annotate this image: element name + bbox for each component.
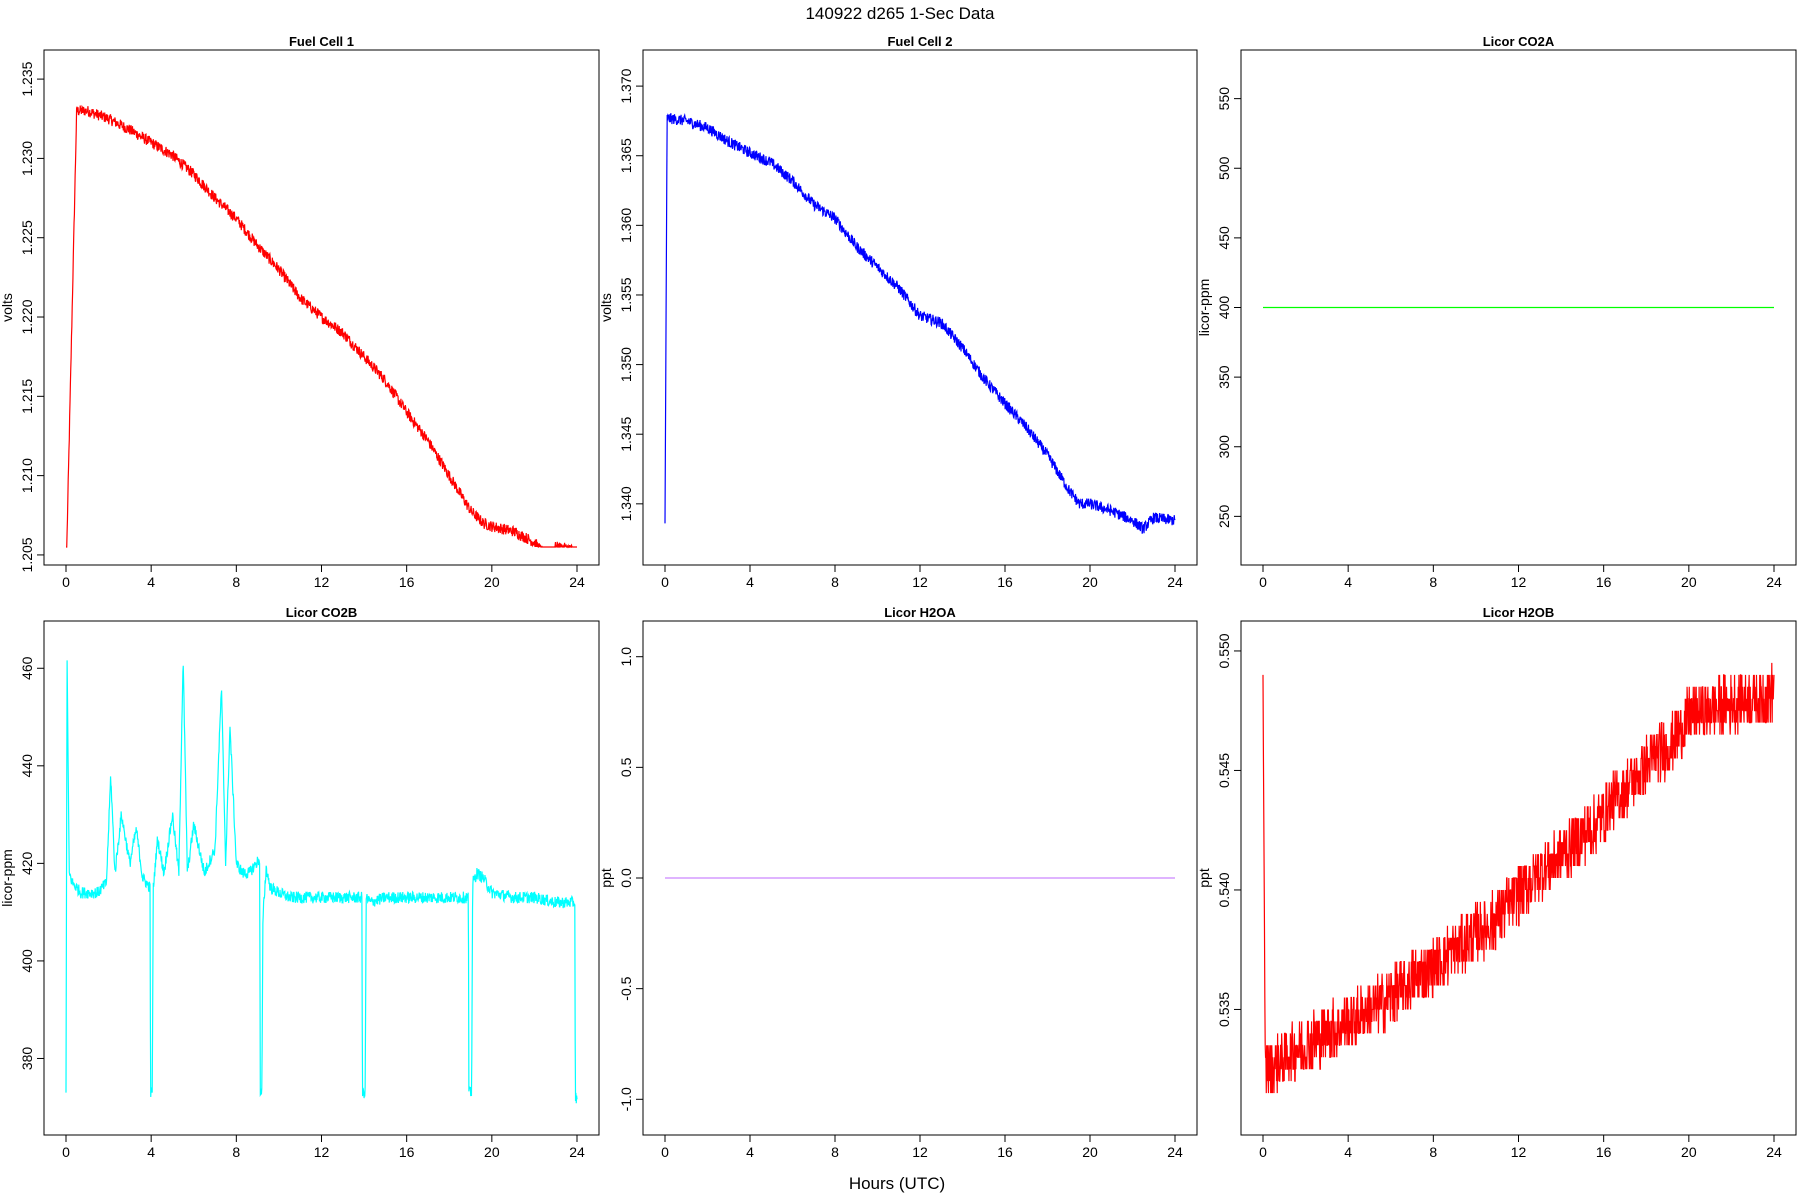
x-tick-label: 16 — [997, 1144, 1013, 1160]
x-tick-label: 16 — [1596, 574, 1612, 590]
y-tick-label: 450 — [1216, 226, 1232, 250]
y-tick-label: 1.350 — [618, 347, 634, 382]
y-tick-label: 0.540 — [1216, 872, 1232, 907]
y-tick-label: 420 — [19, 851, 35, 875]
panel-title: Licor CO2B — [286, 605, 358, 620]
x-tick-label: 4 — [1344, 574, 1352, 590]
y-axis-label: volts — [0, 293, 15, 322]
x-tick-label: 8 — [831, 574, 839, 590]
panel-title: Fuel Cell 1 — [289, 34, 354, 49]
y-tick-label: 1.340 — [618, 486, 634, 521]
x-tick-label: 12 — [912, 1144, 928, 1160]
y-tick-label: -0.5 — [618, 976, 634, 1000]
y-axis-label: licor-ppm — [0, 849, 15, 907]
x-tick-label: 0 — [62, 574, 70, 590]
y-tick-label: 0.535 — [1216, 992, 1232, 1027]
y-tick-label: 400 — [19, 949, 35, 973]
x-tick-label: 4 — [147, 574, 155, 590]
x-tick-label: 8 — [232, 1144, 240, 1160]
panel-title: Licor H2OA — [884, 605, 956, 620]
global-x-axis-label: Hours (UTC) — [849, 1174, 945, 1193]
y-tick-label: 440 — [19, 754, 35, 778]
y-tick-label: -1.0 — [618, 1087, 634, 1111]
page-title: 140922 d265 1-Sec Data — [805, 4, 995, 23]
x-tick-label: 20 — [484, 1144, 500, 1160]
y-tick-label: 550 — [1216, 87, 1232, 111]
y-tick-label: 500 — [1216, 156, 1232, 180]
x-tick-label: 24 — [569, 1144, 585, 1160]
panel-title: Fuel Cell 2 — [887, 34, 952, 49]
x-tick-label: 4 — [147, 1144, 155, 1160]
x-tick-label: 20 — [1082, 1144, 1098, 1160]
y-tick-label: 250 — [1216, 504, 1232, 528]
panel-title: Licor CO2A — [1483, 34, 1555, 49]
y-tick-label: 1.235 — [19, 61, 35, 96]
x-tick-label: 16 — [399, 574, 415, 590]
x-tick-label: 12 — [314, 574, 330, 590]
x-tick-label: 24 — [1766, 1144, 1782, 1160]
y-axis-label: volts — [598, 293, 614, 322]
y-tick-label: 0.0 — [618, 868, 634, 888]
y-tick-label: 1.210 — [19, 458, 35, 493]
x-tick-label: 24 — [1167, 574, 1183, 590]
x-tick-label: 24 — [1766, 574, 1782, 590]
y-tick-label: 1.230 — [19, 141, 35, 176]
x-tick-label: 12 — [314, 1144, 330, 1160]
y-tick-label: 1.345 — [618, 416, 634, 451]
x-tick-label: 20 — [1082, 574, 1098, 590]
panel-title: Licor H2OB — [1483, 605, 1555, 620]
x-tick-label: 16 — [399, 1144, 415, 1160]
y-tick-label: 300 — [1216, 435, 1232, 459]
y-tick-label: 0.545 — [1216, 753, 1232, 788]
x-tick-label: 0 — [62, 1144, 70, 1160]
y-tick-label: 1.0 — [618, 647, 634, 667]
y-tick-label: 380 — [19, 1047, 35, 1071]
y-tick-label: 1.215 — [19, 379, 35, 414]
x-tick-label: 0 — [661, 1144, 669, 1160]
x-tick-label: 4 — [746, 574, 754, 590]
y-axis-label: ppt — [598, 868, 614, 888]
x-tick-label: 12 — [1511, 1144, 1527, 1160]
x-tick-label: 0 — [1259, 574, 1267, 590]
y-axis-label: licor-ppm — [1196, 279, 1212, 337]
x-tick-label: 12 — [1511, 574, 1527, 590]
x-tick-label: 0 — [1259, 1144, 1267, 1160]
y-tick-label: 1.355 — [618, 277, 634, 312]
y-tick-label: 1.205 — [19, 537, 35, 572]
x-tick-label: 4 — [746, 1144, 754, 1160]
x-tick-label: 12 — [912, 574, 928, 590]
x-tick-label: 4 — [1344, 1144, 1352, 1160]
x-tick-label: 8 — [1429, 574, 1437, 590]
y-tick-label: 0.550 — [1216, 633, 1232, 668]
y-tick-label: 1.365 — [618, 138, 634, 173]
x-tick-label: 16 — [1596, 1144, 1612, 1160]
x-tick-label: 20 — [1681, 574, 1697, 590]
x-tick-label: 20 — [1681, 1144, 1697, 1160]
y-tick-label: 1.220 — [19, 299, 35, 334]
x-tick-label: 0 — [661, 574, 669, 590]
x-tick-label: 16 — [997, 574, 1013, 590]
y-tick-label: 460 — [19, 656, 35, 680]
x-tick-label: 24 — [1167, 1144, 1183, 1160]
x-tick-label: 8 — [1429, 1144, 1437, 1160]
y-axis-label: ppt — [1196, 868, 1212, 888]
y-tick-label: 1.360 — [618, 208, 634, 243]
y-tick-label: 0.5 — [618, 757, 634, 777]
x-tick-label: 20 — [484, 574, 500, 590]
x-tick-label: 8 — [232, 574, 240, 590]
x-tick-label: 8 — [831, 1144, 839, 1160]
y-tick-label: 350 — [1216, 365, 1232, 389]
y-tick-label: 1.370 — [618, 68, 634, 103]
y-tick-label: 1.225 — [19, 220, 35, 255]
x-tick-label: 24 — [569, 574, 585, 590]
y-tick-label: 400 — [1216, 296, 1232, 320]
